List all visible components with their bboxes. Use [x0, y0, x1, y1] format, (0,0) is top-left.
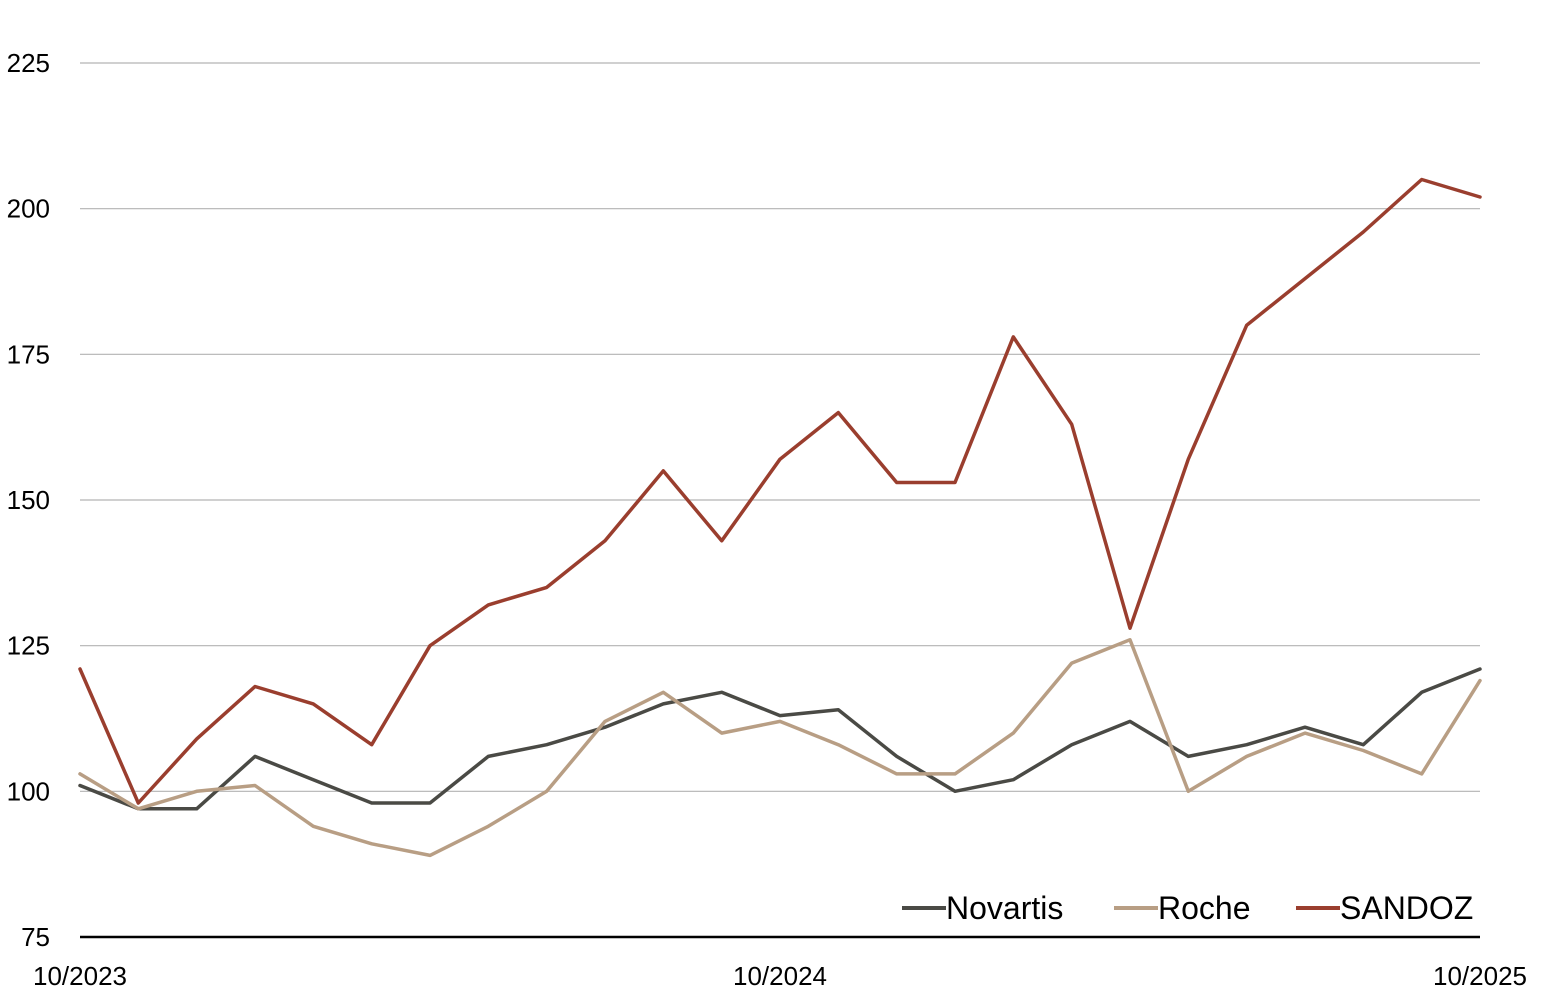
series-line-sandoz	[78, 177, 1482, 805]
legend-label-sandoz: SANDOZ	[1340, 890, 1473, 926]
gridlines	[80, 62, 1480, 792]
x-tick-label: 10/2024	[733, 961, 827, 991]
y-tick-label: 225	[7, 48, 50, 78]
legend-label-novartis: Novartis	[946, 890, 1063, 926]
legend: Novartis Roche SANDOZ	[902, 890, 1473, 926]
x-axis: 10/2023 10/2024 10/2025	[33, 935, 1527, 991]
series-lines	[78, 177, 1482, 858]
y-tick-label: 200	[7, 194, 50, 224]
y-tick-label: 125	[7, 631, 50, 661]
x-tick-label: 10/2025	[1433, 961, 1527, 991]
legend-label-roche: Roche	[1158, 890, 1251, 926]
series-line-roche	[78, 638, 1482, 858]
x-tick-label: 10/2023	[33, 961, 127, 991]
y-axis-ticks: 75 100 125 150 175 200 225	[7, 48, 50, 952]
y-tick-label: 75	[21, 922, 50, 952]
y-tick-label: 175	[7, 339, 50, 369]
series-line-novartis	[78, 667, 1482, 811]
y-tick-label: 100	[7, 776, 50, 806]
y-tick-label: 150	[7, 485, 50, 515]
